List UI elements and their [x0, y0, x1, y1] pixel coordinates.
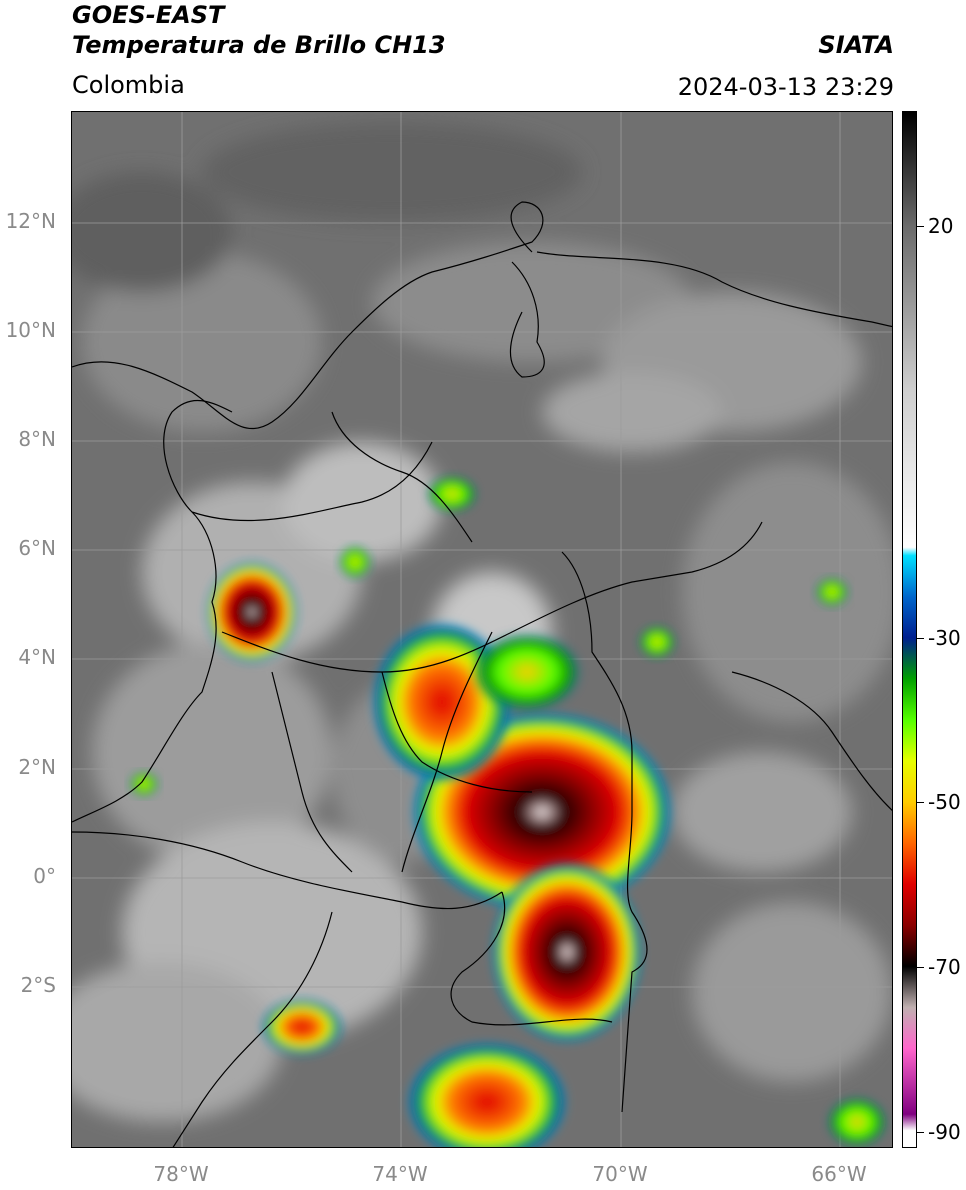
storm-pacific	[262, 999, 342, 1055]
storm-southern	[492, 862, 642, 1042]
satellite-name: GOES-EAST	[72, 1, 225, 29]
border-colombia-peru	[450, 891, 613, 1026]
venezuela-coast	[536, 251, 892, 328]
colorbar-tick-label: -30	[928, 625, 961, 650]
lake-maracaibo	[509, 261, 545, 378]
storm-vichada	[639, 626, 675, 658]
border-venezuela-brazil	[731, 671, 892, 811]
colorbar-tick-label: -70	[928, 954, 961, 979]
storm-choco	[207, 562, 297, 662]
colorbar-tick-label: 20	[928, 214, 954, 239]
colorbar-tick	[917, 226, 924, 228]
region-name: Colombia	[72, 71, 185, 99]
storm-southeast	[827, 1097, 887, 1147]
longitude-label: 78°W	[153, 1162, 209, 1186]
timestamp: 2024-03-13 23:29	[677, 73, 894, 101]
colorbar-tick-label: -90	[928, 1119, 961, 1144]
colorbar-tick	[917, 637, 924, 639]
storm-venezuela	[816, 578, 848, 606]
storm-magdalena	[427, 476, 477, 512]
latitude-label: 4°N	[18, 645, 56, 669]
border-dept-2	[331, 411, 473, 543]
latitude-label: 10°N	[5, 318, 56, 342]
satellite-map-svg	[72, 112, 892, 1147]
longitude-label: 70°W	[592, 1162, 648, 1186]
latitude-label: 12°N	[5, 209, 56, 233]
storm-coast	[130, 772, 158, 796]
border-colombia-venezuela-brazil	[561, 551, 648, 1113]
border-ecuador-peru	[172, 911, 333, 1147]
longitude-label: 66°W	[811, 1162, 867, 1186]
colorbar-tick	[917, 1131, 924, 1133]
latitude-label: 8°N	[18, 427, 56, 451]
pacific-coast	[72, 399, 233, 823]
border-internal-1	[191, 441, 433, 522]
border-dept-1	[401, 631, 493, 873]
header-titles: GOES-EAST Temperatura de Brillo CH13	[72, 0, 446, 60]
graticule	[72, 112, 892, 1147]
border-internal-2	[221, 521, 763, 673]
cloud-field	[72, 122, 892, 1122]
border-colombia-ecuador	[72, 831, 503, 910]
border-dept-4	[381, 671, 533, 793]
storm-amazon-south	[407, 1042, 567, 1147]
caribbean-coast	[72, 201, 544, 430]
latitude-label: 2°S	[20, 973, 56, 997]
colorbar-tick	[917, 802, 924, 804]
colorbar-tick	[917, 966, 924, 968]
boundaries	[72, 201, 892, 1147]
agency-name: SIATA	[818, 31, 894, 59]
storm-antioquia	[339, 546, 371, 578]
colorbar-tick-label: -50	[928, 790, 961, 815]
latitude-label: 0°	[33, 864, 56, 888]
storm-llanos	[472, 632, 582, 712]
border-dept-3	[271, 671, 353, 873]
longitude-label: 74°W	[372, 1162, 428, 1186]
product-name: Temperatura de Brillo CH13	[72, 31, 446, 59]
latitude-label: 6°N	[18, 536, 56, 560]
satellite-map	[71, 111, 893, 1148]
latitude-label: 2°N	[18, 755, 56, 779]
colorbar	[902, 111, 917, 1148]
